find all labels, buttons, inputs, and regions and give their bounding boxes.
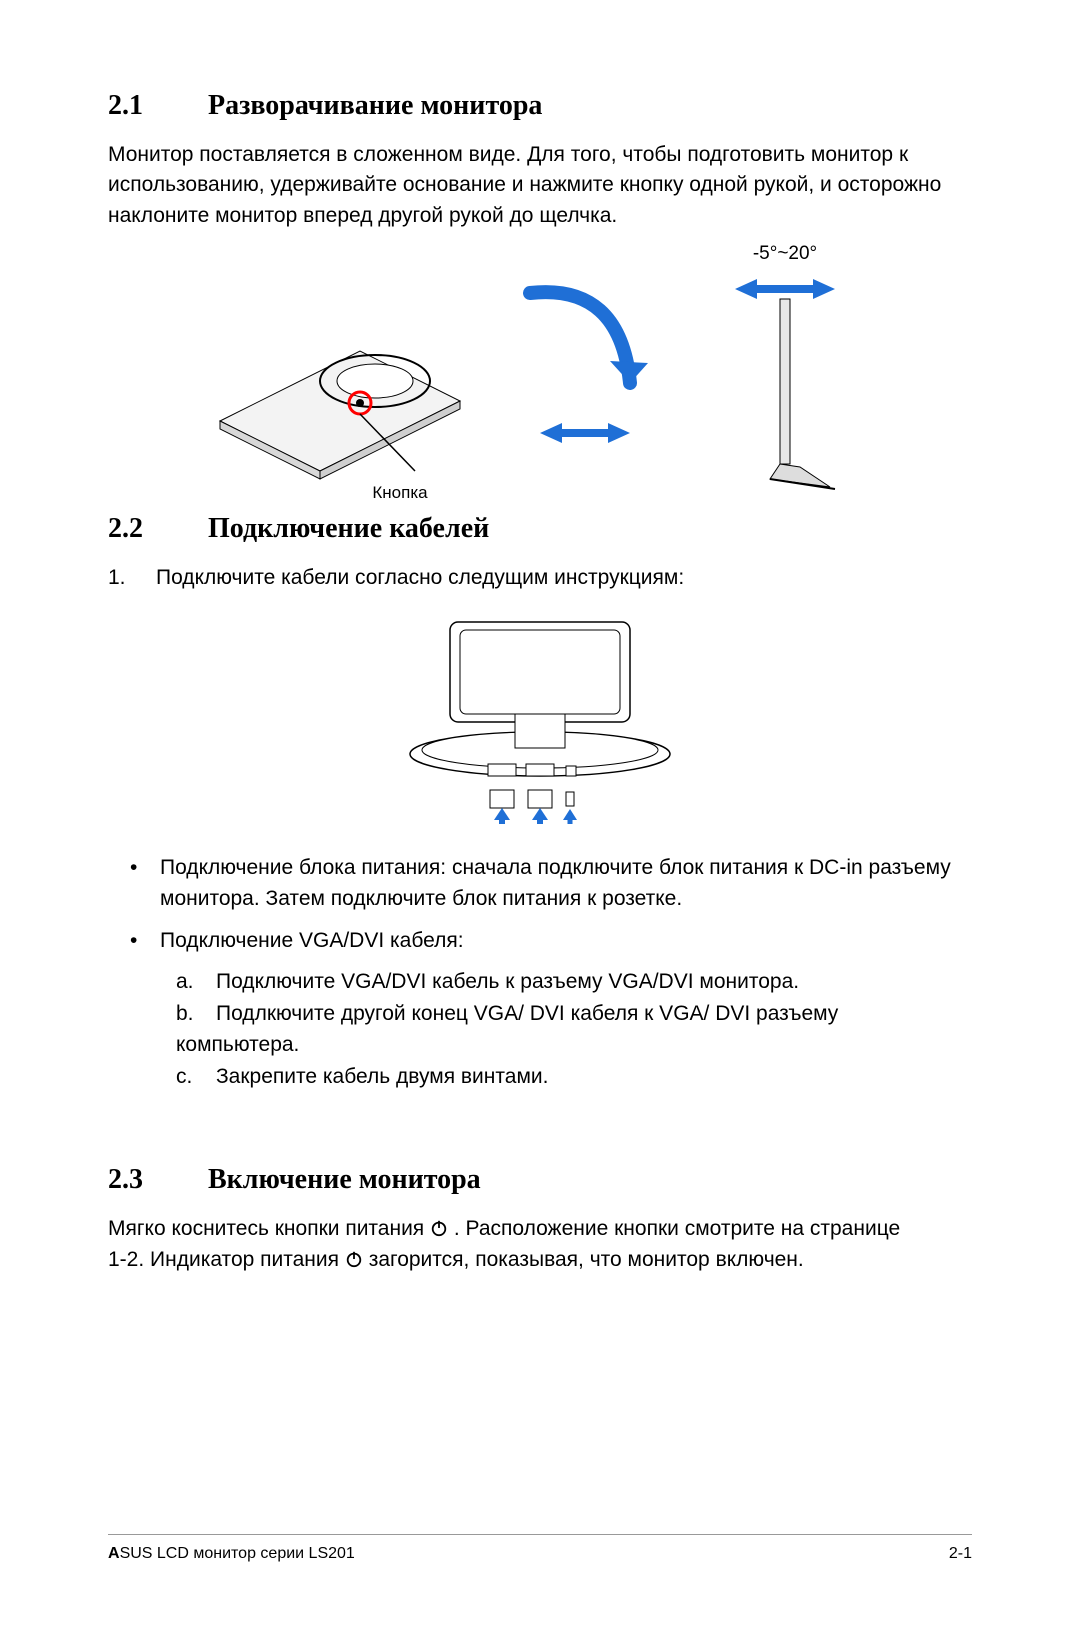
page-footer: ASUS LCD монитор серии LS201 2-1 [108, 1534, 972, 1563]
sub-a: a. Подключите VGA/DVI кабель к разъему V… [176, 966, 972, 998]
section1-paragraph: Монитор поставляется в сложенном виде. Д… [108, 140, 972, 231]
sub-letter: b. [176, 998, 198, 1030]
sub-b: b. Подлкючите другой конец VGA/ DVI кабе… [176, 998, 972, 1030]
bullet-1-text: Подключение блока питания: сначала подкл… [160, 852, 972, 915]
footer-left-bold: A [108, 1545, 120, 1562]
button-caption: Кнопка [372, 483, 427, 503]
sub-letter: a. [176, 966, 198, 998]
power-icon [430, 1219, 448, 1237]
bullet-2-text: Подключение VGA/DVI кабеля: [160, 925, 464, 957]
figure-cables [108, 604, 972, 824]
step-number: 1. [108, 563, 132, 593]
base-illustration [210, 271, 470, 481]
section-heading-2-1: 2.1 Разворачивание монитора [108, 90, 972, 122]
footer-rule [108, 1534, 972, 1535]
figure-base: Кнопка [210, 271, 470, 503]
section3-paragraph: Мягко коснитесь кнопки питания . Располо… [108, 1214, 972, 1275]
step-1: 1. Подключите кабели согласно следущим и… [108, 563, 972, 593]
s3-line2b: загорится, показывая, что монитор включе… [369, 1248, 804, 1271]
sideview-illustration [700, 269, 870, 499]
tilt-label: -5°~20° [753, 243, 817, 265]
footer-left: ASUS LCD монитор серии LS201 [108, 1545, 355, 1563]
sub-b-cont: компьютера. [176, 1029, 972, 1061]
cables-illustration [380, 604, 700, 824]
figure-sideview: -5°~20° [700, 243, 870, 499]
sub-a-text: Подключите VGA/DVI кабель к разъему VGA/… [216, 966, 799, 998]
section-heading-2-2: 2.2 Подключение кабелей [108, 513, 972, 545]
bullet-list: • Подключение блока питания: сначала под… [130, 852, 972, 1093]
footer-left-rest: SUS LCD монитор серии LS201 [120, 1545, 355, 1562]
power-icon [345, 1250, 363, 1268]
bullet-dot: • [130, 925, 140, 957]
sub-c: c. Закрепите кабель двумя винтами. [176, 1061, 972, 1093]
s3-line1a: Мягко коснитесь кнопки питания [108, 1217, 430, 1240]
section-heading-2-3: 2.3 Включение монитора [108, 1164, 972, 1196]
figure-row-unfold: Кнопка -5°~20° [108, 243, 972, 503]
section-title: Подключение кабелей [208, 513, 489, 545]
s3-line2a: 1-2. Индикатор питания [108, 1248, 345, 1271]
bullet-1: • Подключение блока питания: сначала под… [130, 852, 972, 915]
bullet-dot: • [130, 852, 140, 915]
bullet-2: • Подключение VGA/DVI кабеля: [130, 925, 972, 957]
footer-page-number: 2-1 [949, 1545, 972, 1563]
sub-letter: c. [176, 1061, 198, 1093]
s3-line1b: . Расположение кнопки смотрите на страни… [454, 1217, 900, 1240]
sub-c-text: Закрепите кабель двумя винтами. [216, 1061, 548, 1093]
section-number: 2.1 [108, 90, 208, 122]
figure-arrows-mid [510, 273, 660, 473]
step-text: Подключите кабели согласно следущим инст… [156, 563, 684, 593]
sub-b-text: Подлкючите другой конец VGA/ DVI кабеля … [216, 998, 838, 1030]
section-title: Разворачивание монитора [208, 90, 542, 122]
section-title: Включение монитора [208, 1164, 481, 1196]
sub-letter-list: a. Подключите VGA/DVI кабель к разъему V… [176, 966, 972, 1092]
arrows-illustration [510, 273, 660, 473]
section-number: 2.2 [108, 513, 208, 545]
section-number: 2.3 [108, 1164, 208, 1196]
